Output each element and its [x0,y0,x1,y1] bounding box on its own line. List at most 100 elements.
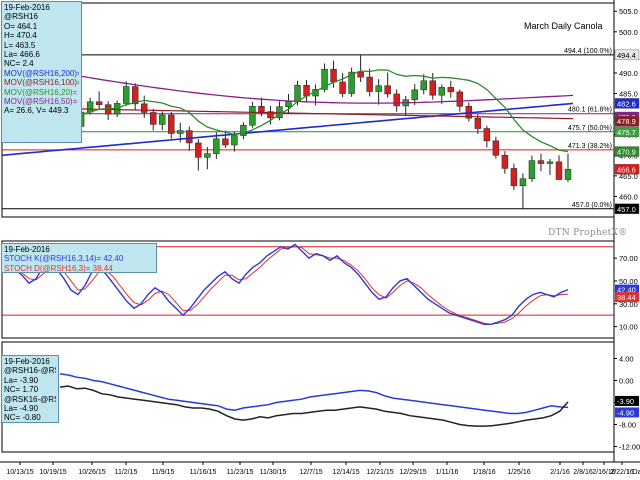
legend-line: MOV(@RSH16,200)= 482.6 [4,68,79,78]
spread-tag-box [615,395,639,406]
legend-line: L= 463.5 [4,40,36,50]
x-tick-label: 11/16/15 [190,469,217,476]
price-tag-box [614,49,640,61]
spread-rsh-rsk-line [59,385,569,427]
price-tag-box [614,126,640,138]
stochastic-legend[interactable]: 19-Feb-2016 STOCH K(@RSH16,3,14)= 42.40 ST… [1,243,157,273]
candle-up [204,153,211,158]
price-tag-box [614,164,640,175]
watermark: DTN ProphetX® [548,228,628,238]
candle-up [519,178,527,187]
x-tick-label: 10/26/15 [78,469,105,476]
candle-up [528,160,536,180]
candle-down [168,114,175,134]
candle-up [177,130,184,134]
candle-up [240,124,247,136]
legend-line: 19-Feb-2016 [4,3,50,12]
x-tick-label: 1/11/16 [436,469,459,476]
candle-up [86,101,94,113]
chart-title: March Daily Canola [524,21,603,31]
legend-line: NC= 2.4 [4,59,34,69]
price-tag-label: 478.9 [617,117,636,126]
fib-label: 480.1 (61.8%) [568,107,612,114]
price-tick-label: 505.0 [619,7,638,16]
stoch-tick-label: 10.00 [619,323,638,332]
legend-line: La= -4.90 [4,404,39,414]
price-tag-box [614,115,640,127]
legend-line: MOV(@RSH16,20)= 470.9 [4,87,79,97]
legend-line: @RSK16-@RSN16 [4,394,56,404]
x-tick-label: 1/18/16 [472,469,495,476]
candle-down [456,91,464,107]
legend-line: A= 26.6, V= 449.3 [4,106,69,116]
price-legend[interactable]: 19-Feb-2016 @RSH16 O= 464.1 H= 470.4 L= 463.… [1,1,82,143]
candle-up [285,101,292,108]
candle-down [366,76,373,92]
legend-line: NC= 1.70 [4,385,39,395]
price-tag-box [614,146,640,157]
stoch-tick-label: 30.00 [619,300,638,309]
candle-up [122,86,130,104]
legend-line: La= 466.6 [4,50,40,60]
ma200-line [1,102,574,157]
legend-line: @RSH16 [4,12,38,22]
candle-down [258,105,265,112]
candle-down [339,81,346,94]
x-tick-label: 11/23/15 [227,469,254,476]
candle-down [131,86,139,105]
stoch-tick-label: 50.00 [619,277,638,286]
candle-down [393,93,400,107]
candle-down [357,71,364,78]
legend-line: H= 470.4 [4,31,37,41]
candle-down [429,80,436,96]
stoch-tag-box [615,292,639,303]
x-tick-label: 11/2/15 [115,469,138,476]
ma50-line [47,70,574,104]
candle-up [294,85,301,102]
candle-down [492,140,500,156]
candle-up [249,105,256,126]
spread-tick-label: -8.00 [619,421,636,430]
price-tick-label: 490.0 [619,69,638,78]
candle-down [501,154,509,169]
candle-down [95,101,103,105]
x-tick-label: 12/7/15 [299,469,322,476]
candle-down [447,87,455,93]
candle-down [537,160,545,164]
legend-line: 19-Feb-2016 [4,357,50,366]
x-tick-label: 2/8/16 [573,469,593,476]
legend-line: La= -3.90 [4,375,39,385]
price-tag-label: 470.9 [617,148,636,157]
candle-up [348,71,355,94]
x-tick-label: 11/9/15 [152,469,175,476]
candle-up [438,87,446,96]
legend-line: 19-Feb-2016 [4,245,50,254]
spread-tick-label: 4.00 [619,355,634,364]
fib-label: 475.7 (50.0%) [568,125,612,132]
price-tag-label: 457.0 [617,205,636,214]
candle-down [555,161,563,180]
candle-down [267,111,274,119]
price-tick-label: 500.0 [619,28,638,37]
candle-down [222,138,229,146]
price-tag-label: 482.6 [617,99,636,108]
candle-up [375,85,382,92]
x-tick-label: 11/30/15 [260,469,287,476]
candle-up [420,80,427,91]
legend-line: STOCH K(@RSH16,3,14)= 42.40 [4,254,124,264]
candle-down [186,130,193,144]
spread-tick-label: -12.00 [619,443,640,452]
candle-down [195,142,202,158]
price-tag-label: 494.4 [617,51,636,60]
spread-rsk-rsn-line [59,373,569,415]
candle-down [384,85,391,95]
legend-line: STOCH D(@RSH16,3)= 38.44 [4,263,113,273]
candle-up [411,89,418,101]
legend-line: @RSH16-@RSK16 [4,366,56,376]
candle-down [510,168,518,187]
ma20-line [17,69,569,153]
x-axis-unit-label: 1 Day [626,467,640,476]
legend-line: NC= -0.80 [4,413,41,423]
price-tag-box [614,203,640,214]
